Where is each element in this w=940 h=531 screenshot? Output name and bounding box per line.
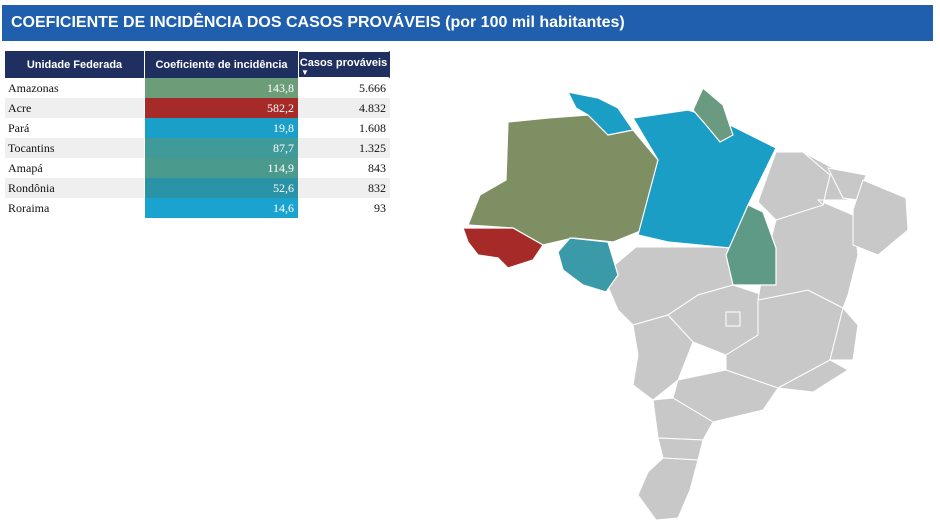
cell-casos: 1.608	[359, 121, 386, 135]
cell-coef: 19,8	[144, 118, 298, 138]
page-title: COEFICIENTE DE INCIDÊNCIA DOS CASOS PROV…	[2, 5, 933, 41]
cell-uf: Acre	[8, 101, 32, 115]
cell-coef: 114,9	[144, 158, 298, 178]
cell-coef: 87,7	[144, 138, 298, 158]
cell-coef: 582,2	[144, 98, 298, 118]
state-rio-de-janeiro[interactable]	[776, 359, 849, 393]
incidence-table: Unidade Federada Coeficiente de incidênc…	[5, 51, 390, 218]
cell-casos: 4.832	[359, 101, 386, 115]
table-row[interactable]: Amazonas 143,8 5.666	[5, 78, 390, 98]
column-header-casos-label: Casos prováveis	[299, 56, 388, 69]
table-row[interactable]: Pará 19,8 1.608	[5, 118, 390, 138]
table-body: Amazonas 143,8 5.666 Acre 582,2 4.832 Pará 19,8…	[5, 78, 390, 218]
state-parana[interactable]	[652, 397, 714, 441]
state-rondonia[interactable]	[557, 237, 619, 293]
state-acre[interactable]	[462, 227, 544, 269]
state-amapa[interactable]	[692, 87, 734, 143]
state-distrito-federal[interactable]	[725, 311, 741, 327]
state-roraima[interactable]	[566, 91, 635, 136]
cell-casos: 843	[368, 161, 386, 175]
cell-coef: 143,8	[144, 78, 298, 98]
state-nordeste-leste[interactable]	[852, 179, 909, 256]
state-amazonas[interactable]	[467, 114, 659, 246]
cell-casos: 832	[368, 181, 386, 195]
table-row[interactable]: Amapá 114,9 843	[5, 158, 390, 178]
table-row[interactable]: Acre 582,2 4.832	[5, 98, 390, 118]
state-rio-grande-do-sul[interactable]	[637, 457, 699, 521]
cell-uf: Roraima	[8, 201, 50, 215]
brazil-map	[462, 87, 909, 521]
table-header: Unidade Federada Coeficiente de incidênc…	[5, 51, 390, 78]
state-santa-catarina[interactable]	[657, 437, 704, 461]
cell-uf: Amazonas	[8, 81, 59, 95]
cell-casos: 5.666	[359, 81, 386, 95]
cell-uf: Rondônia	[8, 181, 55, 195]
column-header-coef[interactable]: Coeficiente de incidência	[144, 51, 298, 78]
cell-uf: Pará	[8, 121, 30, 135]
sort-descending-icon[interactable]: ▼	[301, 67, 309, 77]
cell-coef: 14,6	[144, 198, 298, 218]
cell-casos: 93	[374, 201, 386, 215]
table-row[interactable]: Rondônia 52,6 832	[5, 178, 390, 198]
column-header-casos[interactable]: Casos prováveis ▼	[298, 51, 390, 78]
cell-casos: 1.325	[359, 141, 386, 155]
state-tocantins[interactable]	[725, 204, 777, 286]
column-header-uf[interactable]: Unidade Federada	[5, 51, 144, 78]
cell-coef: 52,6	[144, 178, 298, 198]
table-row[interactable]: Roraima 14,6 93	[5, 198, 390, 218]
state-espirito-santo[interactable]	[829, 306, 859, 361]
cell-uf: Tocantins	[8, 141, 55, 155]
cell-uf: Amapá	[8, 161, 43, 175]
table-row[interactable]: Tocantins 87,7 1.325	[5, 138, 390, 158]
